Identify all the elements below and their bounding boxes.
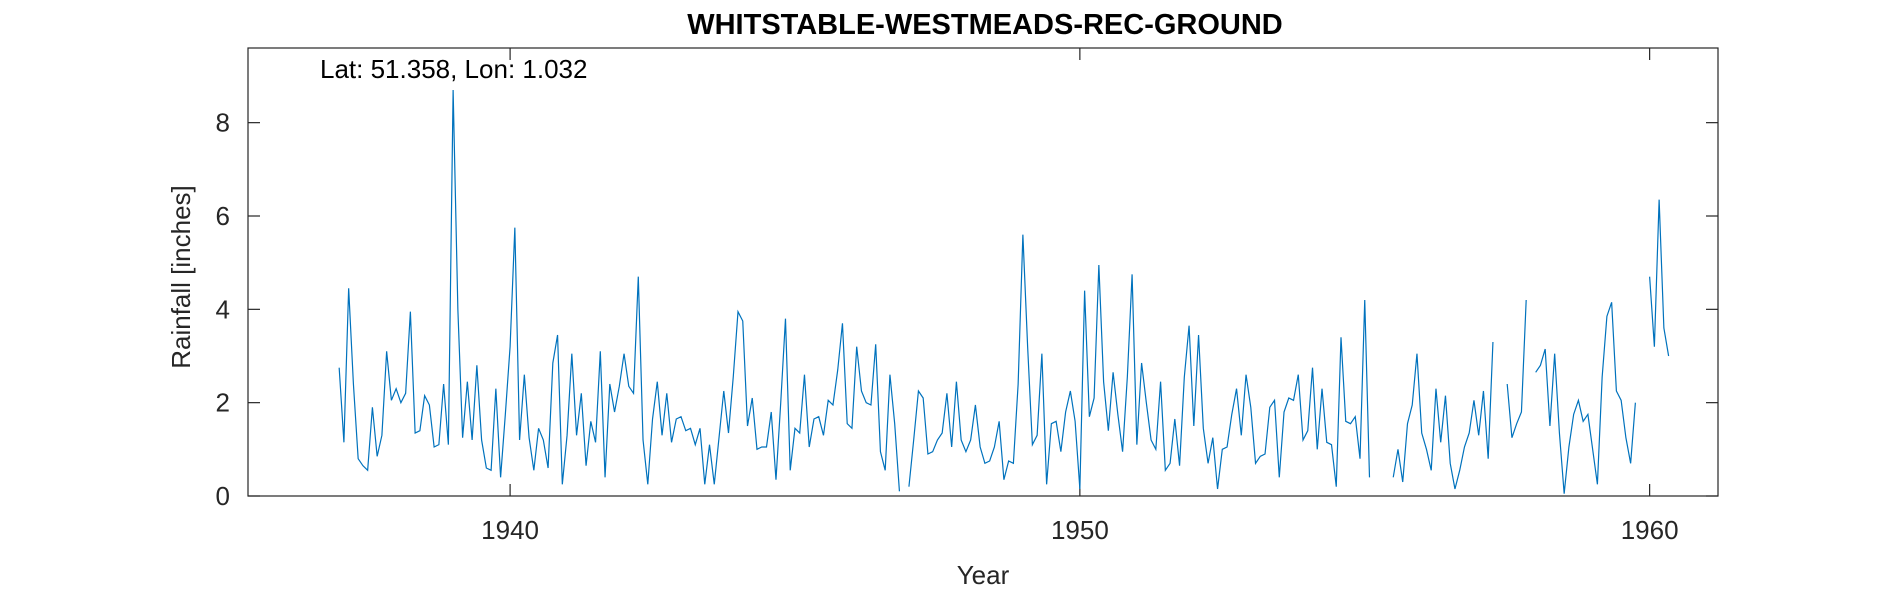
y-tick-label: 8: [216, 108, 230, 138]
y-tick-label: 6: [216, 201, 230, 231]
x-axis-label: Year: [957, 560, 1010, 590]
y-tick-label: 4: [216, 294, 230, 324]
location-annotation: Lat: 51.358, Lon: 1.032: [320, 54, 587, 84]
y-tick-label: 2: [216, 388, 230, 418]
x-tick-label: 1940: [481, 515, 539, 545]
y-tick-label: 0: [216, 481, 230, 511]
x-tick-label: 1950: [1051, 515, 1109, 545]
rainfall-series-line: [338, 89, 1670, 494]
chart-title: WHITSTABLE-WESTMEADS-REC-GROUND: [687, 9, 1283, 41]
axes-box: [247, 47, 1719, 497]
y-axis-label: Rainfall [inches]: [166, 185, 196, 369]
y-axis: 0 2 4 6 8: [216, 108, 1718, 511]
x-axis: 1940 1950 1960: [481, 48, 1679, 545]
x-tick-label: 1960: [1621, 515, 1679, 545]
plot-area: [247, 47, 1719, 497]
